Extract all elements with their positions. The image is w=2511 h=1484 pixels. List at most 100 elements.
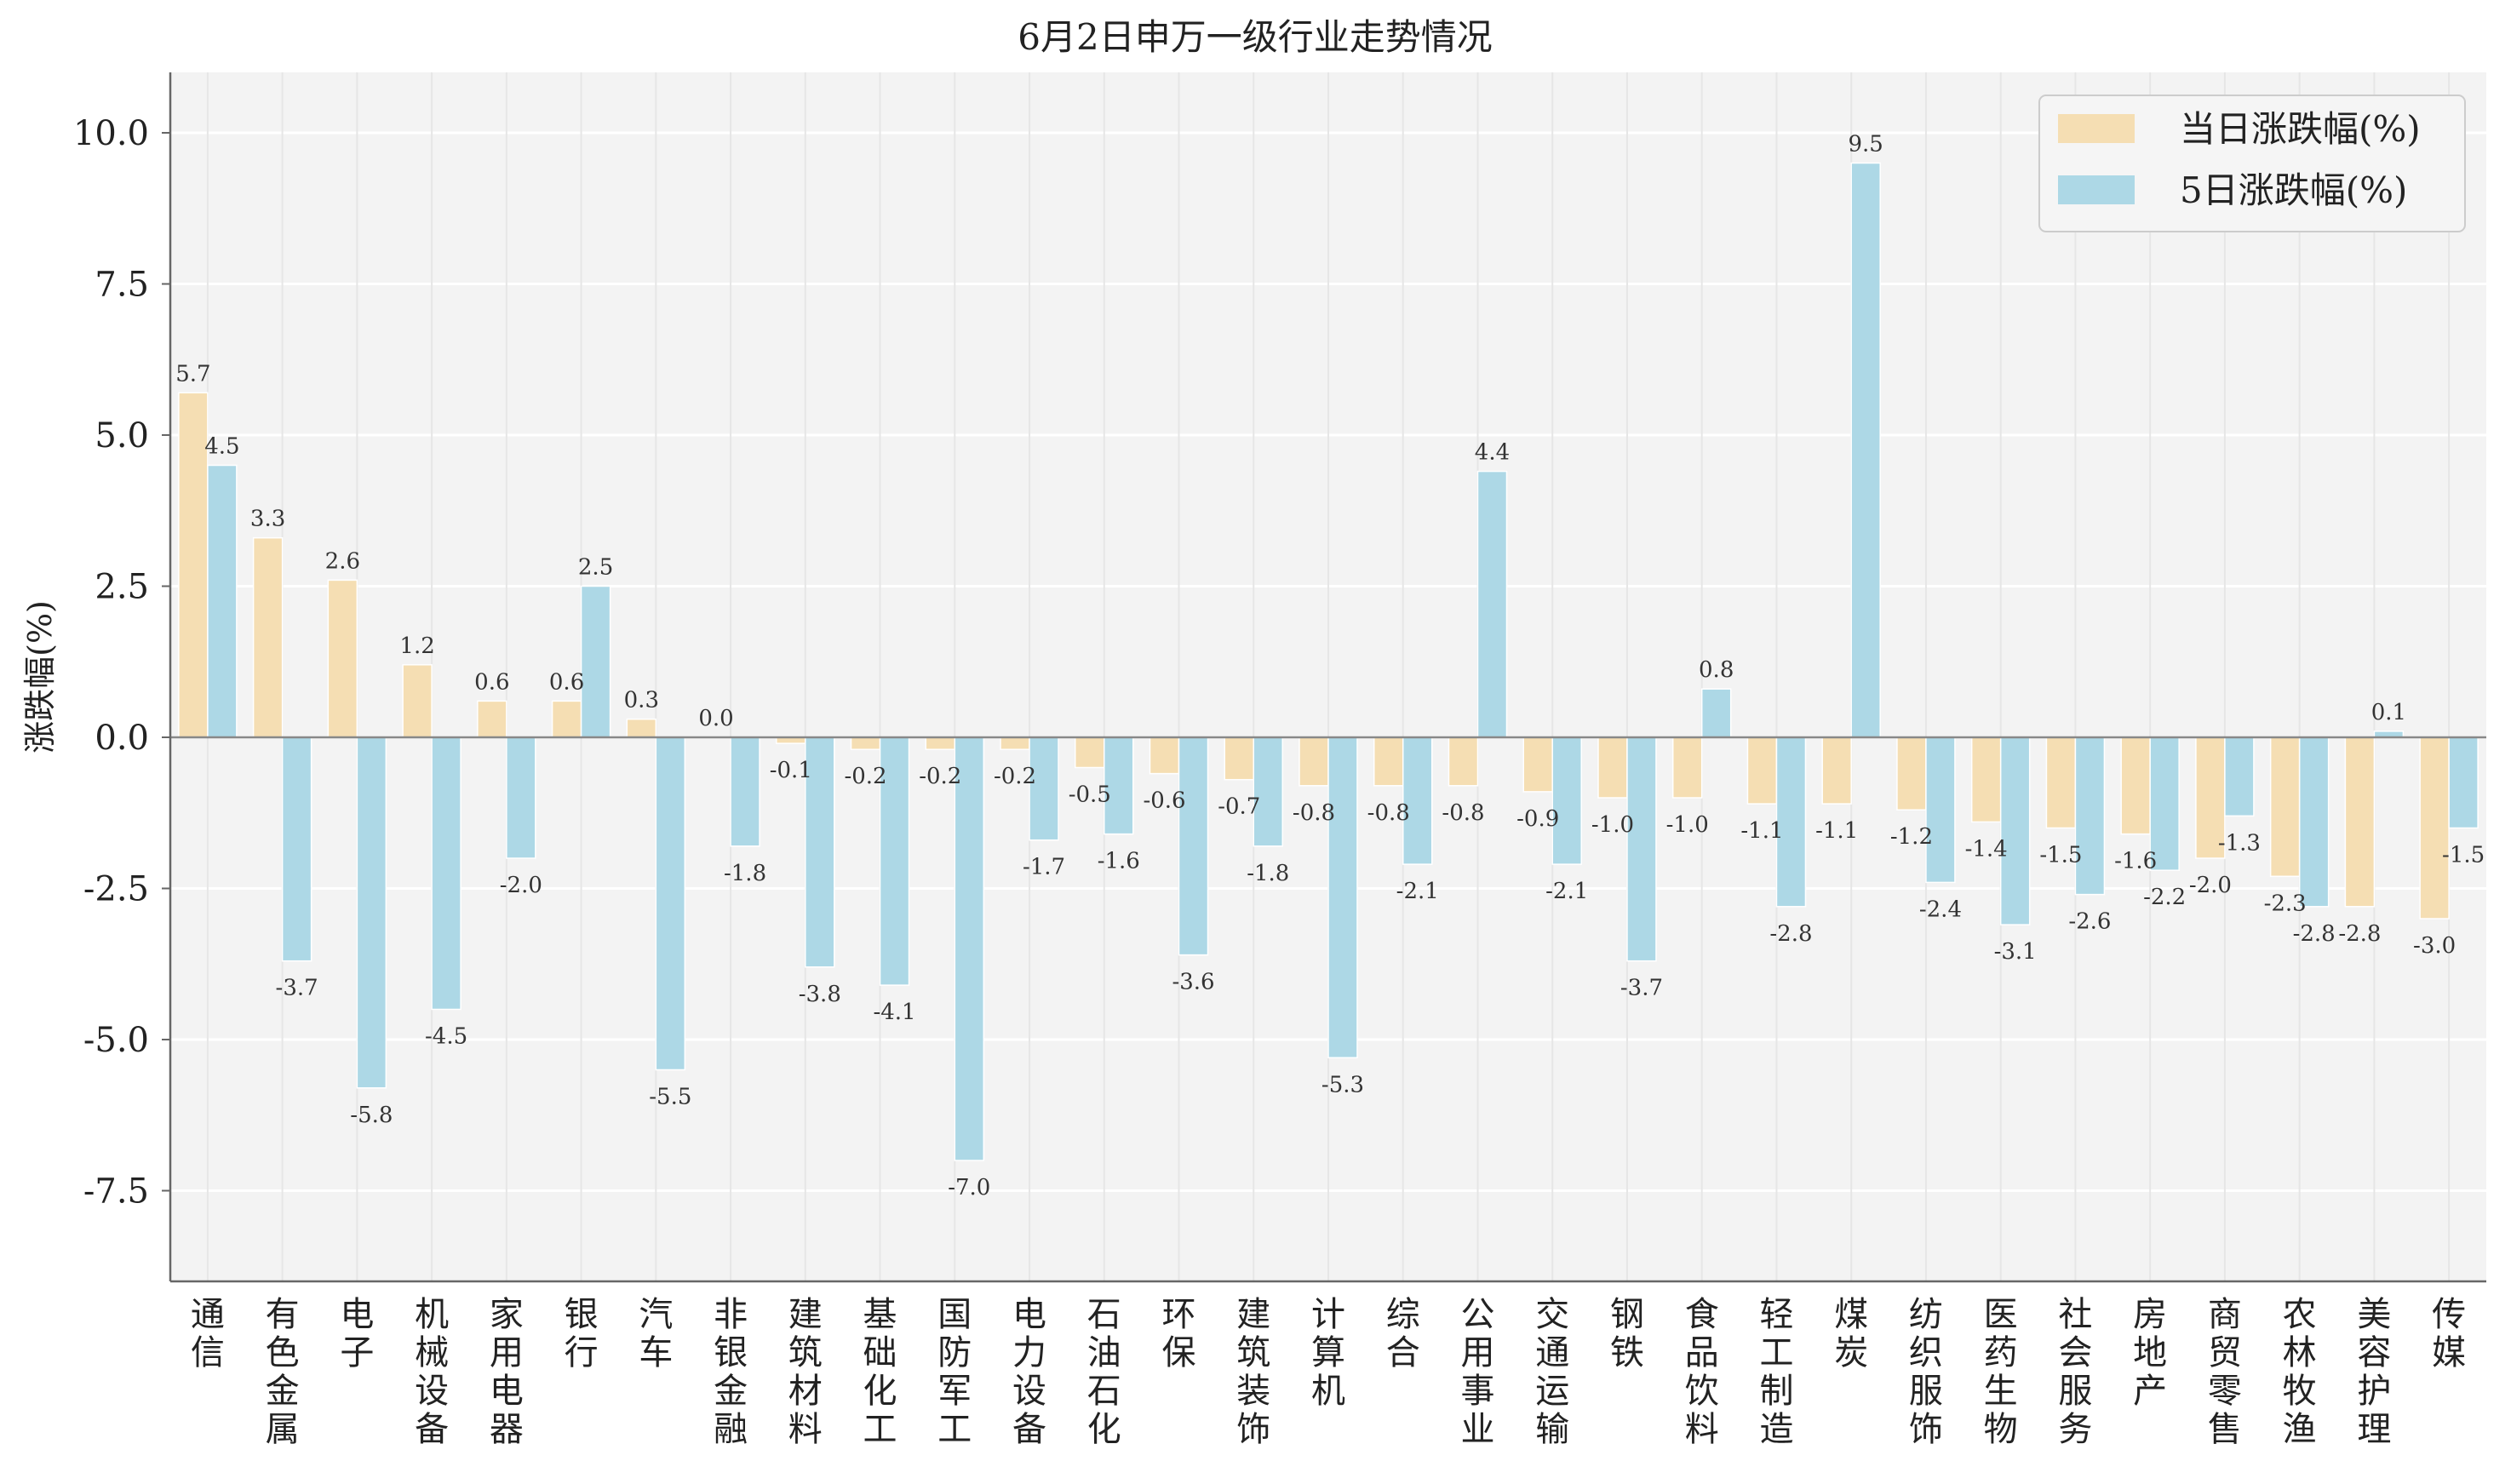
y-tick-label: 10.0 [73, 114, 149, 153]
x-tick-label: 公用事业 [1460, 1295, 1494, 1449]
bar-series-1 [1821, 736, 1852, 805]
bar-series-1 [1970, 736, 2002, 823]
data-label-series-1: -2.3 [2264, 891, 2307, 916]
data-label-series-2: -1.7 [1023, 855, 1065, 880]
y-tick-label: 7.5 [95, 266, 149, 305]
data-label-series-2: -5.5 [649, 1085, 691, 1110]
bar-series-2 [1999, 736, 2031, 925]
x-tick-label: 传媒 [2432, 1295, 2466, 1372]
bar-series-2 [1476, 470, 1508, 738]
data-label-series-2: -2.4 [1919, 897, 1962, 922]
data-label-series-2: 0.1 [2371, 700, 2406, 725]
data-label-series-1: -2.0 [2189, 873, 2232, 898]
legend-box [2038, 95, 2466, 232]
bar-series-1 [178, 392, 209, 738]
data-label-series-2: -2.0 [500, 873, 542, 898]
bar-series-1 [2419, 736, 2450, 920]
x-tick-label: 农林牧渔 [2283, 1295, 2317, 1449]
data-label-series-2: -1.8 [724, 861, 766, 886]
bar-series-2 [954, 736, 985, 1161]
legend: 当日涨跌幅(%) 5日涨跌幅(%) [2038, 95, 2466, 232]
axes-layer [169, 72, 2486, 1283]
data-label-series-2: -3.8 [799, 982, 841, 1007]
y-tick-label: -5.0 [83, 1021, 149, 1060]
data-label-series-1: 0.3 [624, 688, 659, 713]
data-label-series-1: -0.6 [1143, 788, 1185, 814]
bar-series-1 [2045, 736, 2077, 829]
bar-series-2 [1775, 736, 1807, 908]
data-label-series-2: 0.8 [1699, 657, 1734, 683]
legend-swatch-series-1 [2058, 114, 2135, 143]
bar-series-1 [1448, 736, 1479, 787]
x-tick-label: 交通运输 [1535, 1295, 1569, 1449]
data-label-series-2: -7.0 [948, 1175, 990, 1200]
x-tick-label: 商贸零售 [2208, 1295, 2242, 1449]
x-tick-label: 通信 [191, 1295, 225, 1372]
data-label-series-1: 0.0 [698, 706, 733, 731]
bar-series-2 [879, 736, 910, 986]
x-tick-label: 社会服务 [2058, 1295, 2092, 1449]
data-label-series-1: 1.2 [399, 633, 434, 659]
data-label-series-1: -1.6 [2114, 849, 2157, 874]
data-label-series-2: -1.5 [2442, 843, 2485, 868]
bar-series-1 [2344, 736, 2376, 908]
data-label-series-1: -0.8 [1367, 800, 1410, 826]
chart-title: 6月2日申万一级行业走势情况 [1018, 16, 1492, 58]
data-label-series-1: -1.2 [1890, 824, 1933, 850]
x-tick-label: 计算机 [1311, 1295, 1345, 1411]
bar-series-1 [2120, 736, 2151, 835]
x-tick-label: 美容护理 [2357, 1295, 2391, 1449]
x-tick-label: 银行 [565, 1295, 599, 1372]
data-label-series-2: 4.5 [204, 434, 239, 460]
data-label-series-1: -0.5 [1069, 782, 1111, 808]
bars-layer [178, 162, 2479, 1161]
bar-series-2 [2298, 736, 2330, 908]
bar-series-2 [1850, 162, 1881, 738]
bar-series-2 [1551, 736, 1582, 865]
data-label-series-1: 0.6 [474, 669, 509, 695]
data-label-series-2: -2.8 [2293, 921, 2336, 947]
bar-series-2 [1104, 736, 1134, 835]
x-tick-label: 钢铁 [1610, 1295, 1644, 1372]
bar-series-2 [506, 736, 536, 859]
bar-series-1 [1149, 736, 1180, 775]
bar-series-2 [1925, 736, 1956, 884]
x-tick-label: 食品饮料 [1685, 1295, 1719, 1449]
bar-series-1 [2269, 736, 2301, 878]
bar-series-1 [1671, 736, 1703, 799]
data-label-series-1: -1.1 [1740, 818, 1783, 844]
data-label-series-1: -0.8 [1442, 800, 1484, 826]
bar-series-1 [1373, 736, 1404, 787]
data-label-series-2: -5.8 [350, 1103, 393, 1128]
bar-series-1 [327, 579, 358, 738]
bar-series-1 [2195, 736, 2226, 859]
bar-series-1 [626, 718, 657, 738]
bar-series-1 [1597, 736, 1628, 799]
legend-label-series-1: 当日涨跌幅(%) [2180, 108, 2421, 150]
x-tick-label: 石油石化 [1087, 1295, 1121, 1449]
data-label-series-1: -0.8 [1293, 800, 1335, 826]
data-label-series-2: -1.3 [2218, 830, 2261, 856]
x-tick-label: 医药生物 [1984, 1295, 2018, 1449]
data-label-series-1: 2.6 [325, 548, 360, 574]
x-tick-label: 煤炭 [1834, 1295, 1868, 1372]
data-label-series-2: -1.6 [1098, 849, 1140, 874]
bar-series-2 [2448, 736, 2479, 829]
bar-series-2 [1700, 688, 1732, 738]
bar-series-2 [2149, 736, 2180, 871]
data-label-series-1: -1.5 [2039, 843, 2082, 868]
bar-series-1 [1896, 736, 1927, 811]
x-tick-label: 有色金属 [266, 1295, 300, 1449]
data-label-series-1: -0.2 [919, 764, 961, 789]
bar-series-2 [580, 585, 611, 738]
bar-series-2 [2224, 736, 2255, 817]
bar-series-1 [477, 700, 507, 738]
legend-label-series-2: 5日涨跌幅(%) [2180, 169, 2407, 211]
x-tick-label: 电力设备 [1012, 1295, 1046, 1449]
bar-series-2 [431, 736, 461, 1011]
bar-series-2 [1029, 736, 1059, 841]
y-tick-label: 0.0 [95, 719, 149, 758]
data-label-series-2: -3.7 [1620, 976, 1663, 1001]
y-tick-labels: -7.5 -5.0 -2.5 0.0 2.5 5.0 7.5 10.0 [73, 114, 170, 1212]
